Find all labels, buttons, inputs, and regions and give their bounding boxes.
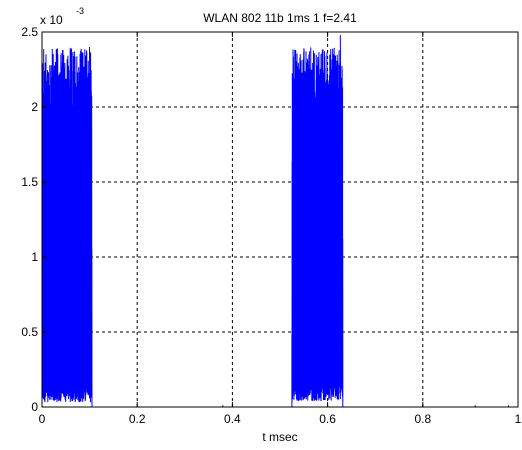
x-tick-label: 0.2 [129, 412, 146, 426]
y-multiplier-exponent: -3 [76, 6, 84, 16]
x-tick-label: 0.6 [319, 412, 336, 426]
data-series [41, 34, 518, 408]
signal-line [41, 34, 518, 408]
x-tick-label: 0.4 [224, 412, 241, 426]
y-tick-label: 0 [31, 400, 38, 414]
plot-area-border [41, 31, 519, 408]
grid [42, 32, 518, 407]
x-axis-label: t msec [262, 430, 297, 444]
x-tick-label: 1 [515, 412, 522, 426]
y-tick-label: 1 [31, 250, 38, 264]
chart-title: WLAN 802 11b 1ms 1 f=2.41 [203, 11, 357, 25]
axis-ticks: 0 0.2 0.4 0.6 0.8 1 0 0.5 1 1.5 2 2.5 [21, 25, 521, 426]
y-multiplier-base: x 10 [40, 13, 63, 27]
y-tick-label: 0.5 [21, 325, 38, 339]
y-tick-label: 2 [31, 100, 38, 114]
y-tick-label: 1.5 [21, 175, 38, 189]
x-tick-label: 0 [39, 412, 46, 426]
y-tick-label: 2.5 [21, 25, 38, 39]
x-tick-label: 0.8 [414, 412, 431, 426]
